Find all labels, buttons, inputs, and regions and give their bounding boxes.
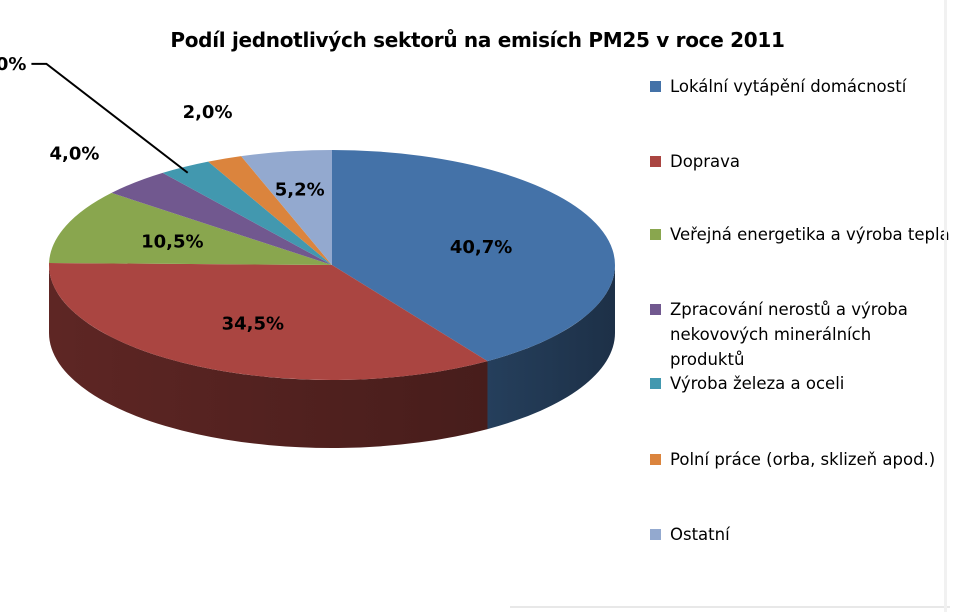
- legend-swatch: [650, 304, 661, 315]
- legend-label: Polní práce (orba, sklizeň apod.): [670, 450, 936, 469]
- pie-slice-vyroba-zeleza-a-oceli: [162, 161, 332, 265]
- pie-side-lokalni-vytapeni-domacnosti: [487, 265, 615, 430]
- pie-label-vyroba-zeleza-a-oceli: 3,0%: [0, 54, 26, 75]
- pie-slice-doprava: [48, 263, 488, 380]
- pie-slice-verejna-energetika-a-vyroba-tepla: [49, 192, 332, 265]
- pie-label-polni-prace-orba-sklizen-apod: 2,0%: [183, 102, 233, 123]
- legend-swatch: [650, 81, 661, 92]
- legend-item-zpracovani-nerostu-a-vyroba-nekovovych-mineralnich-produktu: Zpracování nerostů a výroba nekovových m…: [650, 297, 950, 372]
- legend-swatch: [650, 454, 661, 465]
- pie-label-lokalni-vytapeni-domacnosti: 40,7%: [450, 237, 512, 258]
- legend-swatch: [650, 229, 661, 240]
- legend-swatch: [650, 156, 661, 167]
- pie-label-verejna-energetika-a-vyroba-tepla: 10,5%: [141, 232, 203, 253]
- legend-label: Výroba železa a oceli: [670, 374, 845, 393]
- legend-swatch: [650, 529, 661, 540]
- leader-line-vyroba-zeleza-a-oceli: [31, 62, 189, 174]
- legend-label: Veřejná energetika a výroba tepla: [670, 225, 950, 244]
- legend-item-lokalni-vytapeni-domacnosti: Lokální vytápění domácností: [650, 74, 950, 99]
- pie-side-doprava: [49, 265, 488, 448]
- frame-edge-bottom: [510, 606, 950, 608]
- legend-item-verejna-energetika-a-vyroba-tepla: Veřejná energetika a výroba tepla: [650, 222, 950, 247]
- legend-swatch: [650, 378, 661, 389]
- legend-label: Doprava: [670, 152, 741, 171]
- legend-item-ostatni: Ostatní: [650, 522, 950, 547]
- pie-slice-zpracovani-nerostu-a-vyroba-nekovovych-mineralnich-produktu: [111, 172, 332, 265]
- legend-label: Ostatní: [670, 525, 730, 544]
- legend-item-doprava: Doprava: [650, 149, 950, 174]
- chart-title: Podíl jednotlivých sektorů na emisích PM…: [170, 28, 785, 52]
- pie-label-ostatni: 5,2%: [275, 180, 325, 201]
- legend-item-vyroba-zeleza-a-oceli: Výroba železa a oceli: [650, 371, 950, 396]
- legend-label: Zpracování nerostů a výroba nekovových m…: [670, 300, 908, 369]
- pie-slice-polni-prace-orba-sklizen-apod: [208, 156, 332, 265]
- pie-label-doprava: 34,5%: [222, 313, 284, 334]
- pie-label-zpracovani-nerostu-a-vyroba-nekovovych-mineralnich-produktu: 4,0%: [49, 144, 99, 165]
- legend-item-polni-prace-orba-sklizen-apod: Polní práce (orba, sklizeň apod.): [650, 447, 950, 472]
- pie-slice-ostatni: [241, 150, 332, 265]
- pie-slice-lokalni-vytapeni-domacnosti: [332, 150, 615, 362]
- legend-label: Lokální vytápění domácností: [670, 77, 907, 96]
- frame-edge-right: [944, 0, 947, 612]
